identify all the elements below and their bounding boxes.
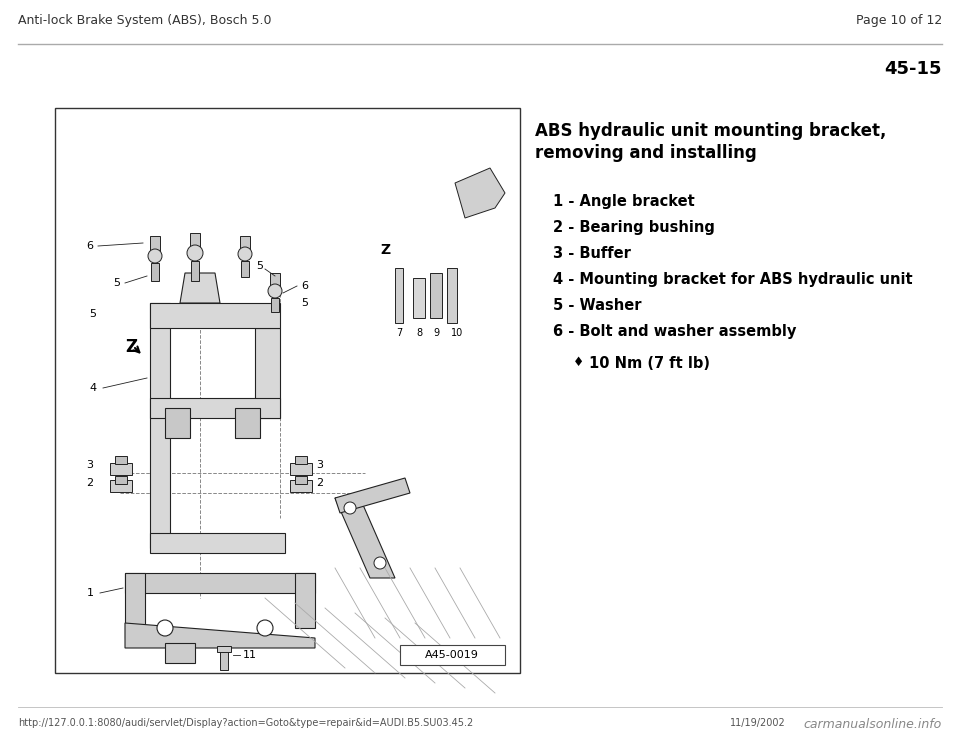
Text: 5 - Washer: 5 - Washer — [553, 298, 641, 313]
Text: 4: 4 — [89, 383, 97, 393]
Text: 9: 9 — [433, 328, 439, 338]
Text: Z: Z — [380, 243, 390, 257]
Bar — [115, 456, 127, 464]
Polygon shape — [255, 328, 280, 418]
Text: 2: 2 — [86, 478, 93, 488]
Text: 2: 2 — [317, 478, 324, 488]
Polygon shape — [455, 168, 505, 218]
Text: 2 - Bearing bushing: 2 - Bearing bushing — [553, 220, 715, 235]
Text: 5: 5 — [301, 298, 308, 308]
Bar — [110, 480, 132, 492]
Polygon shape — [235, 408, 260, 438]
Text: 45-15: 45-15 — [884, 60, 942, 78]
Text: Anti-lock Brake System (ABS), Bosch 5.0: Anti-lock Brake System (ABS), Bosch 5.0 — [18, 14, 272, 27]
Polygon shape — [165, 643, 195, 663]
Text: carmanualsonline.info: carmanualsonline.info — [804, 718, 942, 731]
Text: 3 - Buffer: 3 - Buffer — [553, 246, 631, 261]
Bar — [400, 645, 505, 665]
Bar — [240, 236, 250, 254]
Bar — [270, 273, 280, 291]
Text: 3: 3 — [317, 460, 324, 470]
Circle shape — [268, 284, 282, 298]
Text: 6: 6 — [301, 281, 308, 291]
Bar — [191, 261, 199, 281]
Text: 3: 3 — [86, 460, 93, 470]
Polygon shape — [150, 533, 285, 553]
Text: 6: 6 — [86, 241, 93, 251]
Bar — [110, 463, 132, 475]
Text: http://127.0.0.1:8080/audi/servlet/Display?action=Goto&type=repair&id=AUDI.B5.SU: http://127.0.0.1:8080/audi/servlet/Displ… — [18, 718, 473, 728]
Polygon shape — [125, 573, 145, 638]
Polygon shape — [150, 303, 280, 328]
Polygon shape — [150, 303, 170, 548]
Polygon shape — [150, 398, 280, 418]
Text: 10 Nm (7 ft lb): 10 Nm (7 ft lb) — [589, 356, 710, 371]
Bar — [217, 646, 231, 652]
Bar — [115, 476, 127, 484]
Text: ♦: ♦ — [573, 356, 585, 369]
Polygon shape — [165, 408, 190, 438]
Text: ABS hydraulic unit mounting bracket,: ABS hydraulic unit mounting bracket, — [535, 122, 886, 140]
Circle shape — [257, 620, 273, 636]
Bar — [295, 456, 307, 464]
Bar — [290, 480, 312, 492]
Text: Z: Z — [125, 338, 137, 356]
Bar — [190, 233, 200, 253]
Text: 11: 11 — [243, 650, 257, 660]
Text: 4 - Mounting bracket for ABS hydraulic unit: 4 - Mounting bracket for ABS hydraulic u… — [553, 272, 913, 287]
Circle shape — [157, 620, 173, 636]
Text: removing and installing: removing and installing — [535, 144, 756, 162]
Circle shape — [374, 557, 386, 569]
Bar — [447, 268, 457, 323]
Text: 5: 5 — [89, 309, 97, 319]
Polygon shape — [335, 498, 395, 578]
Text: Page 10 of 12: Page 10 of 12 — [855, 14, 942, 27]
Bar — [290, 463, 312, 475]
Polygon shape — [125, 623, 315, 648]
Text: 11/19/2002: 11/19/2002 — [730, 718, 785, 728]
Bar — [295, 476, 307, 484]
Text: 7: 7 — [396, 328, 402, 338]
Text: 1 - Angle bracket: 1 - Angle bracket — [553, 194, 695, 209]
Bar — [150, 236, 160, 256]
Text: 6 - Bolt and washer assembly: 6 - Bolt and washer assembly — [553, 324, 797, 339]
Circle shape — [344, 502, 356, 514]
Polygon shape — [180, 273, 220, 303]
Text: 10: 10 — [451, 328, 463, 338]
Text: 8: 8 — [416, 328, 422, 338]
Bar — [241, 261, 249, 277]
Text: 5: 5 — [256, 261, 263, 271]
Polygon shape — [125, 573, 315, 593]
Text: A45-0019: A45-0019 — [425, 650, 479, 660]
Bar — [413, 278, 425, 318]
Bar — [271, 298, 279, 312]
Circle shape — [187, 245, 203, 261]
Polygon shape — [295, 573, 315, 628]
Polygon shape — [335, 478, 410, 513]
Bar — [220, 648, 228, 670]
Bar — [151, 263, 159, 281]
Bar — [430, 273, 442, 318]
Bar — [55, 108, 520, 673]
Text: 5: 5 — [113, 278, 121, 288]
Circle shape — [238, 247, 252, 261]
Circle shape — [148, 249, 162, 263]
Text: 1: 1 — [86, 588, 93, 598]
Bar — [395, 268, 403, 323]
